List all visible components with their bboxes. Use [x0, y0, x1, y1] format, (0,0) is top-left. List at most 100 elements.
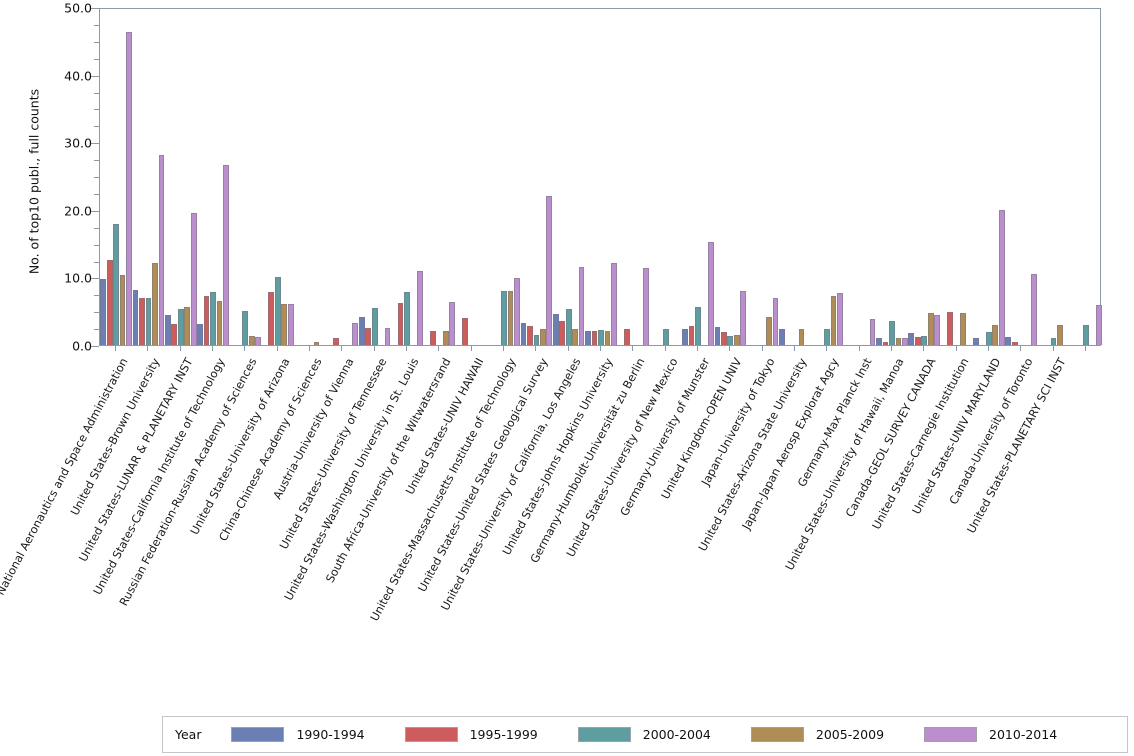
bar-group [617, 9, 650, 345]
bar-group [488, 9, 520, 345]
legend-label: 1990-1994 [296, 727, 365, 742]
y-axis-tick-label: 20.0 [64, 203, 92, 219]
legend-label: 2010-2014 [989, 727, 1058, 742]
x-axis-tick-mark [438, 346, 440, 351]
bar-group [132, 9, 165, 345]
y-axis-tick-mark [91, 210, 99, 212]
x-axis-tick-mark [955, 346, 957, 351]
bar [1011, 342, 1018, 345]
bar [824, 328, 830, 345]
bar [333, 337, 339, 345]
bar [507, 290, 514, 345]
bar [998, 209, 1005, 345]
bar [139, 298, 145, 345]
bar [242, 311, 249, 345]
bar [145, 297, 152, 345]
y-axis-tick-mark [91, 75, 99, 77]
bar [119, 274, 126, 345]
y-axis-minor-tick [94, 261, 99, 263]
bar [766, 317, 772, 345]
bar [539, 328, 546, 345]
bar [527, 326, 533, 345]
bar [287, 304, 294, 345]
x-axis-tick-mark [858, 346, 860, 351]
legend-swatch [750, 727, 804, 742]
bar-group [391, 9, 423, 345]
bar [1031, 274, 1037, 345]
bar-group [908, 9, 940, 345]
legend-item[interactable]: 2005-2009 [750, 727, 884, 742]
x-axis-tick-mark [406, 346, 408, 351]
y-axis-tick-mark [91, 278, 99, 280]
bar-group [940, 9, 972, 345]
x-axis-tick-mark [987, 346, 989, 351]
bar [158, 155, 165, 345]
bar-group [1037, 9, 1069, 345]
bar [643, 267, 650, 345]
bar [985, 332, 992, 345]
legend-item[interactable]: 2010-2014 [924, 727, 1057, 742]
bar [695, 307, 701, 345]
bar [585, 330, 591, 345]
bar [462, 317, 469, 345]
bar [869, 318, 876, 345]
x-axis-tick-mark [535, 346, 537, 351]
bar [837, 292, 843, 345]
x-axis-tick-mark [503, 346, 505, 351]
y-axis-tick-label: 50.0 [64, 0, 92, 16]
bar [216, 301, 223, 345]
x-axis-tick-mark [309, 346, 311, 351]
bar [223, 164, 229, 345]
y-axis-minor-tick [94, 295, 99, 297]
bar [565, 309, 572, 345]
bar-group [229, 9, 262, 345]
bar [591, 330, 598, 345]
x-axis-tick-mark [793, 346, 795, 351]
bar [255, 336, 262, 345]
bar-group [456, 9, 488, 345]
bar [520, 322, 527, 345]
bar-group [1070, 9, 1102, 345]
y-axis-tick-mark [91, 346, 99, 347]
legend-item[interactable]: 1990-1994 [231, 727, 365, 742]
plot-area [99, 8, 1102, 346]
bar [177, 308, 184, 345]
bar [908, 332, 915, 345]
y-axis-minor-tick [94, 126, 99, 128]
bar [190, 213, 197, 345]
chart-legend: Year 1990-1994 1995-1999 2000-2004 2005-200… [162, 716, 1128, 753]
bar [352, 323, 359, 345]
bar [152, 263, 158, 345]
bar [876, 338, 882, 345]
bar-group [649, 9, 681, 345]
bar [992, 325, 999, 345]
x-axis-tick-mark [179, 346, 181, 351]
bar [740, 290, 747, 345]
bar [171, 324, 178, 345]
x-axis-tick-mark [244, 346, 246, 351]
bar [798, 328, 805, 345]
bar [947, 311, 953, 345]
bar [1050, 338, 1057, 345]
legend-item[interactable]: 1995-1999 [404, 727, 538, 742]
bar [921, 336, 928, 345]
bar [714, 326, 721, 345]
bar [442, 331, 449, 345]
bar [611, 263, 617, 345]
x-axis-tick-mark [826, 346, 828, 351]
bar-group [779, 9, 811, 345]
bar [895, 338, 902, 345]
bar [449, 301, 456, 345]
bar [772, 298, 779, 345]
bar [397, 303, 404, 345]
y-axis-minor-tick [94, 177, 99, 178]
bar [371, 307, 378, 345]
y-axis-tick-mark [91, 143, 99, 145]
bar [927, 313, 934, 345]
bar [132, 290, 139, 345]
legend-item[interactable]: 2000-2004 [577, 727, 711, 742]
x-axis-tick-mark [470, 346, 472, 351]
y-axis-minor-tick [94, 58, 99, 60]
bar-group [326, 9, 359, 345]
